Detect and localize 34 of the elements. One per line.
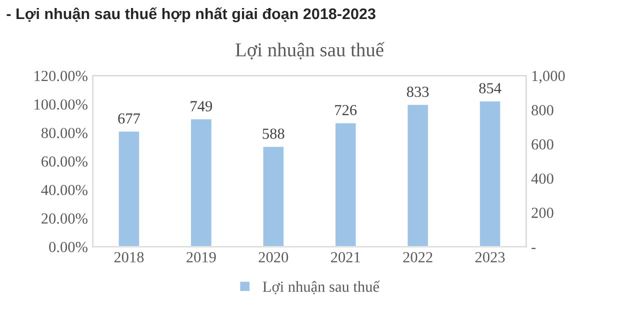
y2-tick-label: 400 bbox=[531, 173, 554, 184]
y-tick-label: 80.00% bbox=[41, 128, 88, 138]
bar bbox=[190, 118, 213, 247]
y2-tick-label: 1,000 bbox=[532, 70, 565, 84]
y-tick-label: 60.00% bbox=[42, 156, 88, 167]
y-tick-label: 120.00% bbox=[34, 70, 88, 82]
y2-tick-label: 800 bbox=[532, 105, 554, 116]
data-label: 726 bbox=[335, 105, 357, 116]
y-tick-label: 0.00% bbox=[49, 242, 88, 252]
bar bbox=[117, 130, 140, 247]
x-tick-label: 2022 bbox=[403, 252, 432, 262]
y2-tick-label: 200 bbox=[532, 208, 554, 218]
legend-label: Lợi nhuận sau thuế bbox=[262, 280, 380, 294]
y-tick-label: 20.00% bbox=[42, 213, 88, 224]
y2-tick-label: - bbox=[532, 248, 536, 250]
chart-title: - Lợi nhuận sau thuế hợp nhất giai đoạn 2018-2023 bbox=[6, 7, 376, 22]
data-label: 749 bbox=[190, 101, 212, 112]
bar bbox=[406, 104, 430, 247]
x-tick-label: 2021 bbox=[331, 252, 360, 262]
data-label: 854 bbox=[479, 83, 502, 94]
y-tick-label: 40.00% bbox=[41, 184, 88, 196]
bar bbox=[334, 122, 358, 247]
data-label: 677 bbox=[118, 113, 140, 124]
x-tick-label: 2019 bbox=[186, 252, 216, 262]
x-tick-label: 2018 bbox=[114, 252, 144, 262]
x-tick-label: 2023 bbox=[475, 252, 505, 262]
y-tick-label: 100.00% bbox=[34, 99, 88, 110]
chart-subtitle: Lợi nhuận sau thuế bbox=[236, 42, 384, 60]
data-label: 588 bbox=[262, 128, 284, 139]
bar bbox=[262, 145, 285, 247]
bar bbox=[478, 100, 502, 247]
data-label: 833 bbox=[406, 86, 429, 97]
x-tick-label: 2020 bbox=[258, 252, 288, 262]
y2-tick-label: 600 bbox=[532, 139, 554, 150]
